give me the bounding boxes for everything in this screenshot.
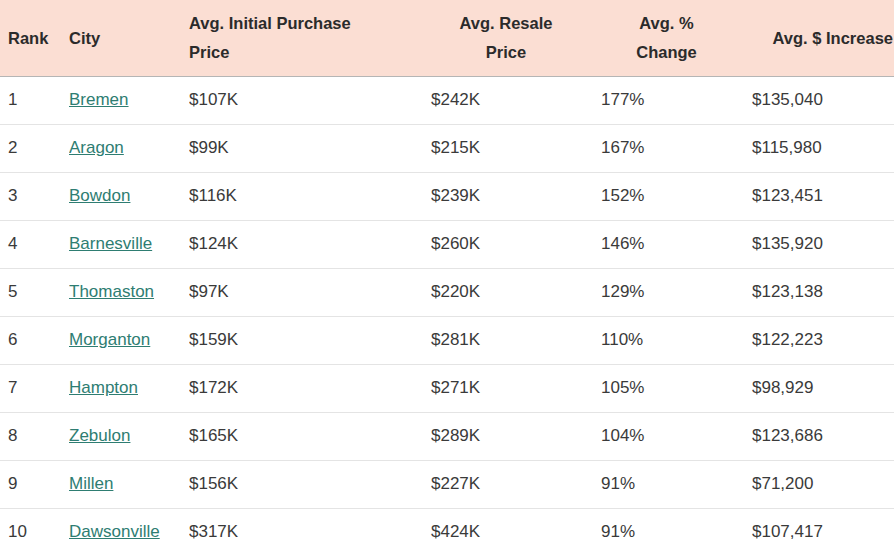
dollar-increase-cell: $115,980: [732, 124, 894, 172]
city-link[interactable]: Morganton: [69, 330, 150, 349]
rank-cell: 8: [0, 412, 69, 460]
city-link[interactable]: Bremen: [69, 90, 129, 109]
pct-change-cell: 91%: [601, 508, 732, 546]
city-cell: Thomaston: [69, 268, 189, 316]
initial-price-cell: $165K: [189, 412, 411, 460]
city-link[interactable]: Aragon: [69, 138, 124, 157]
table-row: 4 Barnesville $124K $260K 146% $135,920: [0, 220, 894, 268]
resale-price-cell: $281K: [411, 316, 601, 364]
city-link[interactable]: Dawsonville: [69, 522, 160, 541]
resale-price-cell: $260K: [411, 220, 601, 268]
table-row: 5 Thomaston $97K $220K 129% $123,138: [0, 268, 894, 316]
resale-price-cell: $424K: [411, 508, 601, 546]
dollar-increase-cell: $135,920: [732, 220, 894, 268]
city-cell: Bremen: [69, 76, 189, 124]
table-row: 8 Zebulon $165K $289K 104% $123,686: [0, 412, 894, 460]
city-link[interactable]: Hampton: [69, 378, 138, 397]
col-header-dollar-increase: Avg. $ Increase: [732, 0, 894, 76]
resale-price-cell: $242K: [411, 76, 601, 124]
header-row: Rank City Avg. Initial Purchase Price Av…: [0, 0, 894, 76]
city-cell: Millen: [69, 460, 189, 508]
col-header-rank: Rank: [0, 0, 69, 76]
pct-change-cell: 104%: [601, 412, 732, 460]
table-row: 10 Dawsonville $317K $424K 91% $107,417: [0, 508, 894, 546]
resale-price-cell: $271K: [411, 364, 601, 412]
resale-price-cell: $239K: [411, 172, 601, 220]
initial-price-cell: $116K: [189, 172, 411, 220]
city-cell: Barnesville: [69, 220, 189, 268]
resale-price-cell: $220K: [411, 268, 601, 316]
dollar-increase-cell: $107,417: [732, 508, 894, 546]
initial-price-cell: $156K: [189, 460, 411, 508]
city-cell: Hampton: [69, 364, 189, 412]
pct-change-cell: 167%: [601, 124, 732, 172]
dollar-increase-cell: $123,138: [732, 268, 894, 316]
table-row: 7 Hampton $172K $271K 105% $98,929: [0, 364, 894, 412]
city-cell: Bowdon: [69, 172, 189, 220]
table-row: 1 Bremen $107K $242K 177% $135,040: [0, 76, 894, 124]
dollar-increase-cell: $135,040: [732, 76, 894, 124]
city-link[interactable]: Millen: [69, 474, 113, 493]
pct-change-cell: 105%: [601, 364, 732, 412]
initial-price-cell: $317K: [189, 508, 411, 546]
table-header: Rank City Avg. Initial Purchase Price Av…: [0, 0, 894, 76]
initial-price-cell: $159K: [189, 316, 411, 364]
city-link[interactable]: Barnesville: [69, 234, 152, 253]
initial-price-cell: $172K: [189, 364, 411, 412]
city-link[interactable]: Thomaston: [69, 282, 154, 301]
pct-change-cell: 110%: [601, 316, 732, 364]
resale-price-cell: $289K: [411, 412, 601, 460]
pct-change-cell: 129%: [601, 268, 732, 316]
screen: Rank City Avg. Initial Purchase Price Av…: [0, 0, 894, 546]
dollar-increase-cell: $98,929: [732, 364, 894, 412]
rank-cell: 10: [0, 508, 69, 546]
pct-change-cell: 152%: [601, 172, 732, 220]
pct-change-cell: 91%: [601, 460, 732, 508]
pct-change-cell: 177%: [601, 76, 732, 124]
city-link[interactable]: Bowdon: [69, 186, 130, 205]
dollar-increase-cell: $123,451: [732, 172, 894, 220]
rank-cell: 1: [0, 76, 69, 124]
rank-cell: 4: [0, 220, 69, 268]
city-cell: Aragon: [69, 124, 189, 172]
initial-price-cell: $97K: [189, 268, 411, 316]
col-header-resale-price: Avg. Resale Price: [411, 0, 601, 76]
table-body: 1 Bremen $107K $242K 177% $135,040 2 Ara…: [0, 76, 894, 546]
rank-cell: 9: [0, 460, 69, 508]
resale-price-cell: $227K: [411, 460, 601, 508]
city-cell: Zebulon: [69, 412, 189, 460]
rank-cell: 6: [0, 316, 69, 364]
rank-cell: 5: [0, 268, 69, 316]
table-row: 2 Aragon $99K $215K 167% $115,980: [0, 124, 894, 172]
initial-price-cell: $124K: [189, 220, 411, 268]
initial-price-cell: $107K: [189, 76, 411, 124]
dollar-increase-cell: $123,686: [732, 412, 894, 460]
dollar-increase-cell: $122,223: [732, 316, 894, 364]
table-row: 9 Millen $156K $227K 91% $71,200: [0, 460, 894, 508]
table-row: 3 Bowdon $116K $239K 152% $123,451: [0, 172, 894, 220]
col-header-pct-change: Avg. % Change: [601, 0, 732, 76]
city-cell: Morganton: [69, 316, 189, 364]
city-price-table: Rank City Avg. Initial Purchase Price Av…: [0, 0, 894, 546]
dollar-increase-cell: $71,200: [732, 460, 894, 508]
col-header-city: City: [69, 0, 189, 76]
pct-change-cell: 146%: [601, 220, 732, 268]
city-cell: Dawsonville: [69, 508, 189, 546]
city-link[interactable]: Zebulon: [69, 426, 130, 445]
rank-cell: 3: [0, 172, 69, 220]
resale-price-cell: $215K: [411, 124, 601, 172]
rank-cell: 2: [0, 124, 69, 172]
table-row: 6 Morganton $159K $281K 110% $122,223: [0, 316, 894, 364]
rank-cell: 7: [0, 364, 69, 412]
initial-price-cell: $99K: [189, 124, 411, 172]
col-header-initial-price: Avg. Initial Purchase Price: [189, 0, 411, 76]
